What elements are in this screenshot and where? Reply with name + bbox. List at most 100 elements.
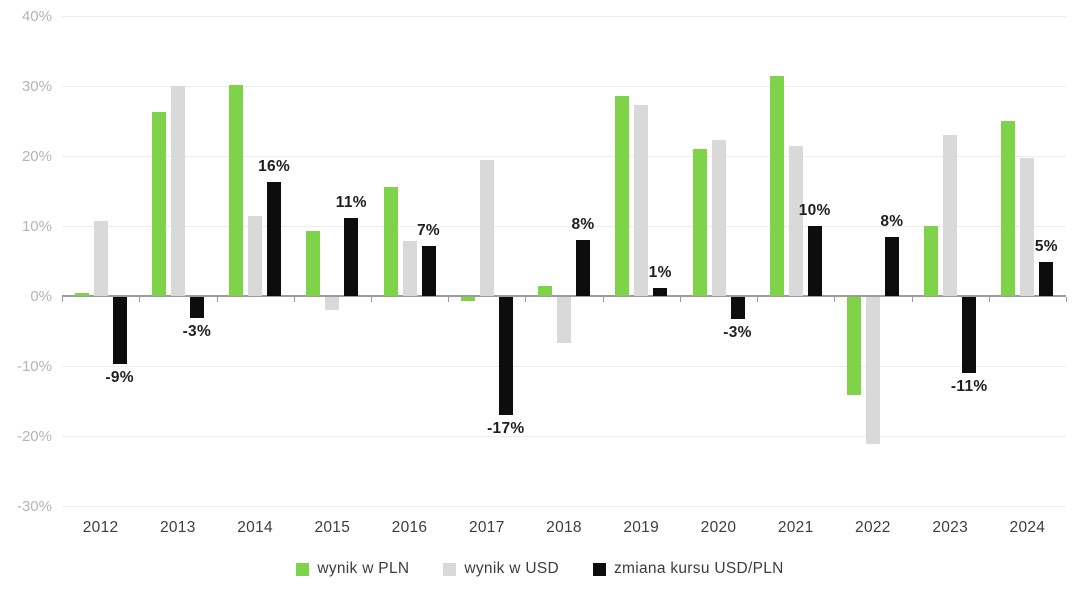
gridline xyxy=(62,156,1066,157)
data-label: 8% xyxy=(880,213,904,231)
x-tick-label: 2015 xyxy=(314,519,351,536)
bar xyxy=(730,297,745,319)
x-tick-label: 2024 xyxy=(1009,519,1046,536)
axis-tick xyxy=(602,297,604,302)
gridline xyxy=(62,366,1066,367)
bar xyxy=(170,86,185,296)
y-tick-label: 40% xyxy=(21,8,52,25)
axis-tick xyxy=(988,297,990,302)
bar xyxy=(93,221,108,296)
y-tick-label: 0% xyxy=(30,288,52,305)
legend-item: wynik w PLN xyxy=(296,560,409,578)
legend-label: wynik w USD xyxy=(464,560,559,577)
x-tick-label: 2020 xyxy=(700,519,737,536)
bar xyxy=(711,139,726,296)
x-tick-label: 2022 xyxy=(855,519,891,536)
bar xyxy=(924,226,939,296)
x-tick-label: 2021 xyxy=(777,519,814,536)
data-label: 8% xyxy=(571,216,595,233)
bar xyxy=(846,297,861,395)
x-tick-label: 2019 xyxy=(623,519,660,536)
x-tick-label: 2016 xyxy=(391,519,428,536)
bar xyxy=(557,297,571,343)
y-tick-label: 20% xyxy=(21,148,52,165)
bar xyxy=(769,76,784,296)
legend-swatch-icon xyxy=(296,562,310,576)
bar xyxy=(788,146,803,296)
bar xyxy=(1020,158,1035,296)
data-label: -3% xyxy=(723,323,752,341)
data-label: 5% xyxy=(1034,237,1058,255)
axis-tick xyxy=(679,297,681,302)
gridline xyxy=(62,16,1066,17)
gridline xyxy=(62,436,1066,437)
axis-tick xyxy=(525,297,527,302)
bar xyxy=(653,288,668,296)
axis-tick xyxy=(216,297,218,302)
bar xyxy=(479,160,494,296)
bar xyxy=(421,246,436,296)
bar xyxy=(112,297,127,364)
x-tick-label: 2013 xyxy=(159,519,196,536)
axis-tick xyxy=(293,297,295,302)
y-tick-label: 30% xyxy=(21,78,52,95)
bar xyxy=(229,84,244,296)
data-label: -3% xyxy=(182,323,212,340)
axis-tick xyxy=(757,297,759,302)
axis-tick xyxy=(62,297,63,302)
data-label: 10% xyxy=(798,202,831,219)
zero-axis-line xyxy=(62,295,1066,297)
legend-item: zmiana kursu USD/PLN xyxy=(592,560,784,578)
bar xyxy=(1039,261,1054,296)
axis-tick xyxy=(1066,297,1067,302)
bar xyxy=(1001,121,1016,296)
data-label: -11% xyxy=(950,378,988,396)
bar xyxy=(460,297,475,301)
bar xyxy=(151,111,166,296)
bar xyxy=(615,95,630,296)
x-tick-label: 2018 xyxy=(546,519,582,536)
x-tick-label: 2014 xyxy=(237,519,273,536)
bar xyxy=(884,237,899,296)
data-label: 16% xyxy=(258,157,291,175)
legend-label: zmiana kursu USD/PLN xyxy=(613,560,784,577)
gridline xyxy=(62,506,1066,507)
bar xyxy=(865,297,880,444)
y-tick-label: 10% xyxy=(21,218,52,235)
y-tick-label: -30% xyxy=(16,498,52,515)
chart-legend: wynik w PLN wynik w USD zmiana kursu USD/P… xyxy=(0,560,1080,578)
axis-tick xyxy=(370,297,372,302)
x-tick-label: 2012 xyxy=(82,519,119,536)
gridline xyxy=(62,226,1066,227)
bar xyxy=(807,226,822,296)
axis-tick xyxy=(834,297,836,302)
bar xyxy=(943,135,958,296)
bar xyxy=(692,149,707,296)
bar xyxy=(962,297,977,374)
axis-tick xyxy=(448,297,450,302)
bar xyxy=(498,297,513,416)
bar xyxy=(189,297,204,318)
data-label: 11% xyxy=(335,193,367,211)
bar xyxy=(634,104,649,296)
axis-tick xyxy=(911,297,913,302)
bar xyxy=(402,240,417,296)
legend-swatch-icon xyxy=(443,562,457,576)
bar xyxy=(306,230,321,296)
y-tick-label: -20% xyxy=(16,428,52,445)
legend-label: wynik w PLN xyxy=(317,560,410,577)
gridline xyxy=(62,86,1066,87)
data-label: 7% xyxy=(416,222,440,240)
y-tick-label: -10% xyxy=(16,358,52,375)
data-label: -9% xyxy=(105,368,134,386)
x-tick-label: 2023 xyxy=(932,519,969,536)
data-label: 1% xyxy=(648,264,672,282)
x-tick-label: 2017 xyxy=(468,519,505,536)
legend-swatch-icon xyxy=(592,562,606,576)
legend-item: wynik w USD xyxy=(443,560,559,578)
bar xyxy=(74,292,89,296)
data-label: -17% xyxy=(487,420,525,438)
bar xyxy=(538,285,552,296)
bar xyxy=(576,240,590,296)
